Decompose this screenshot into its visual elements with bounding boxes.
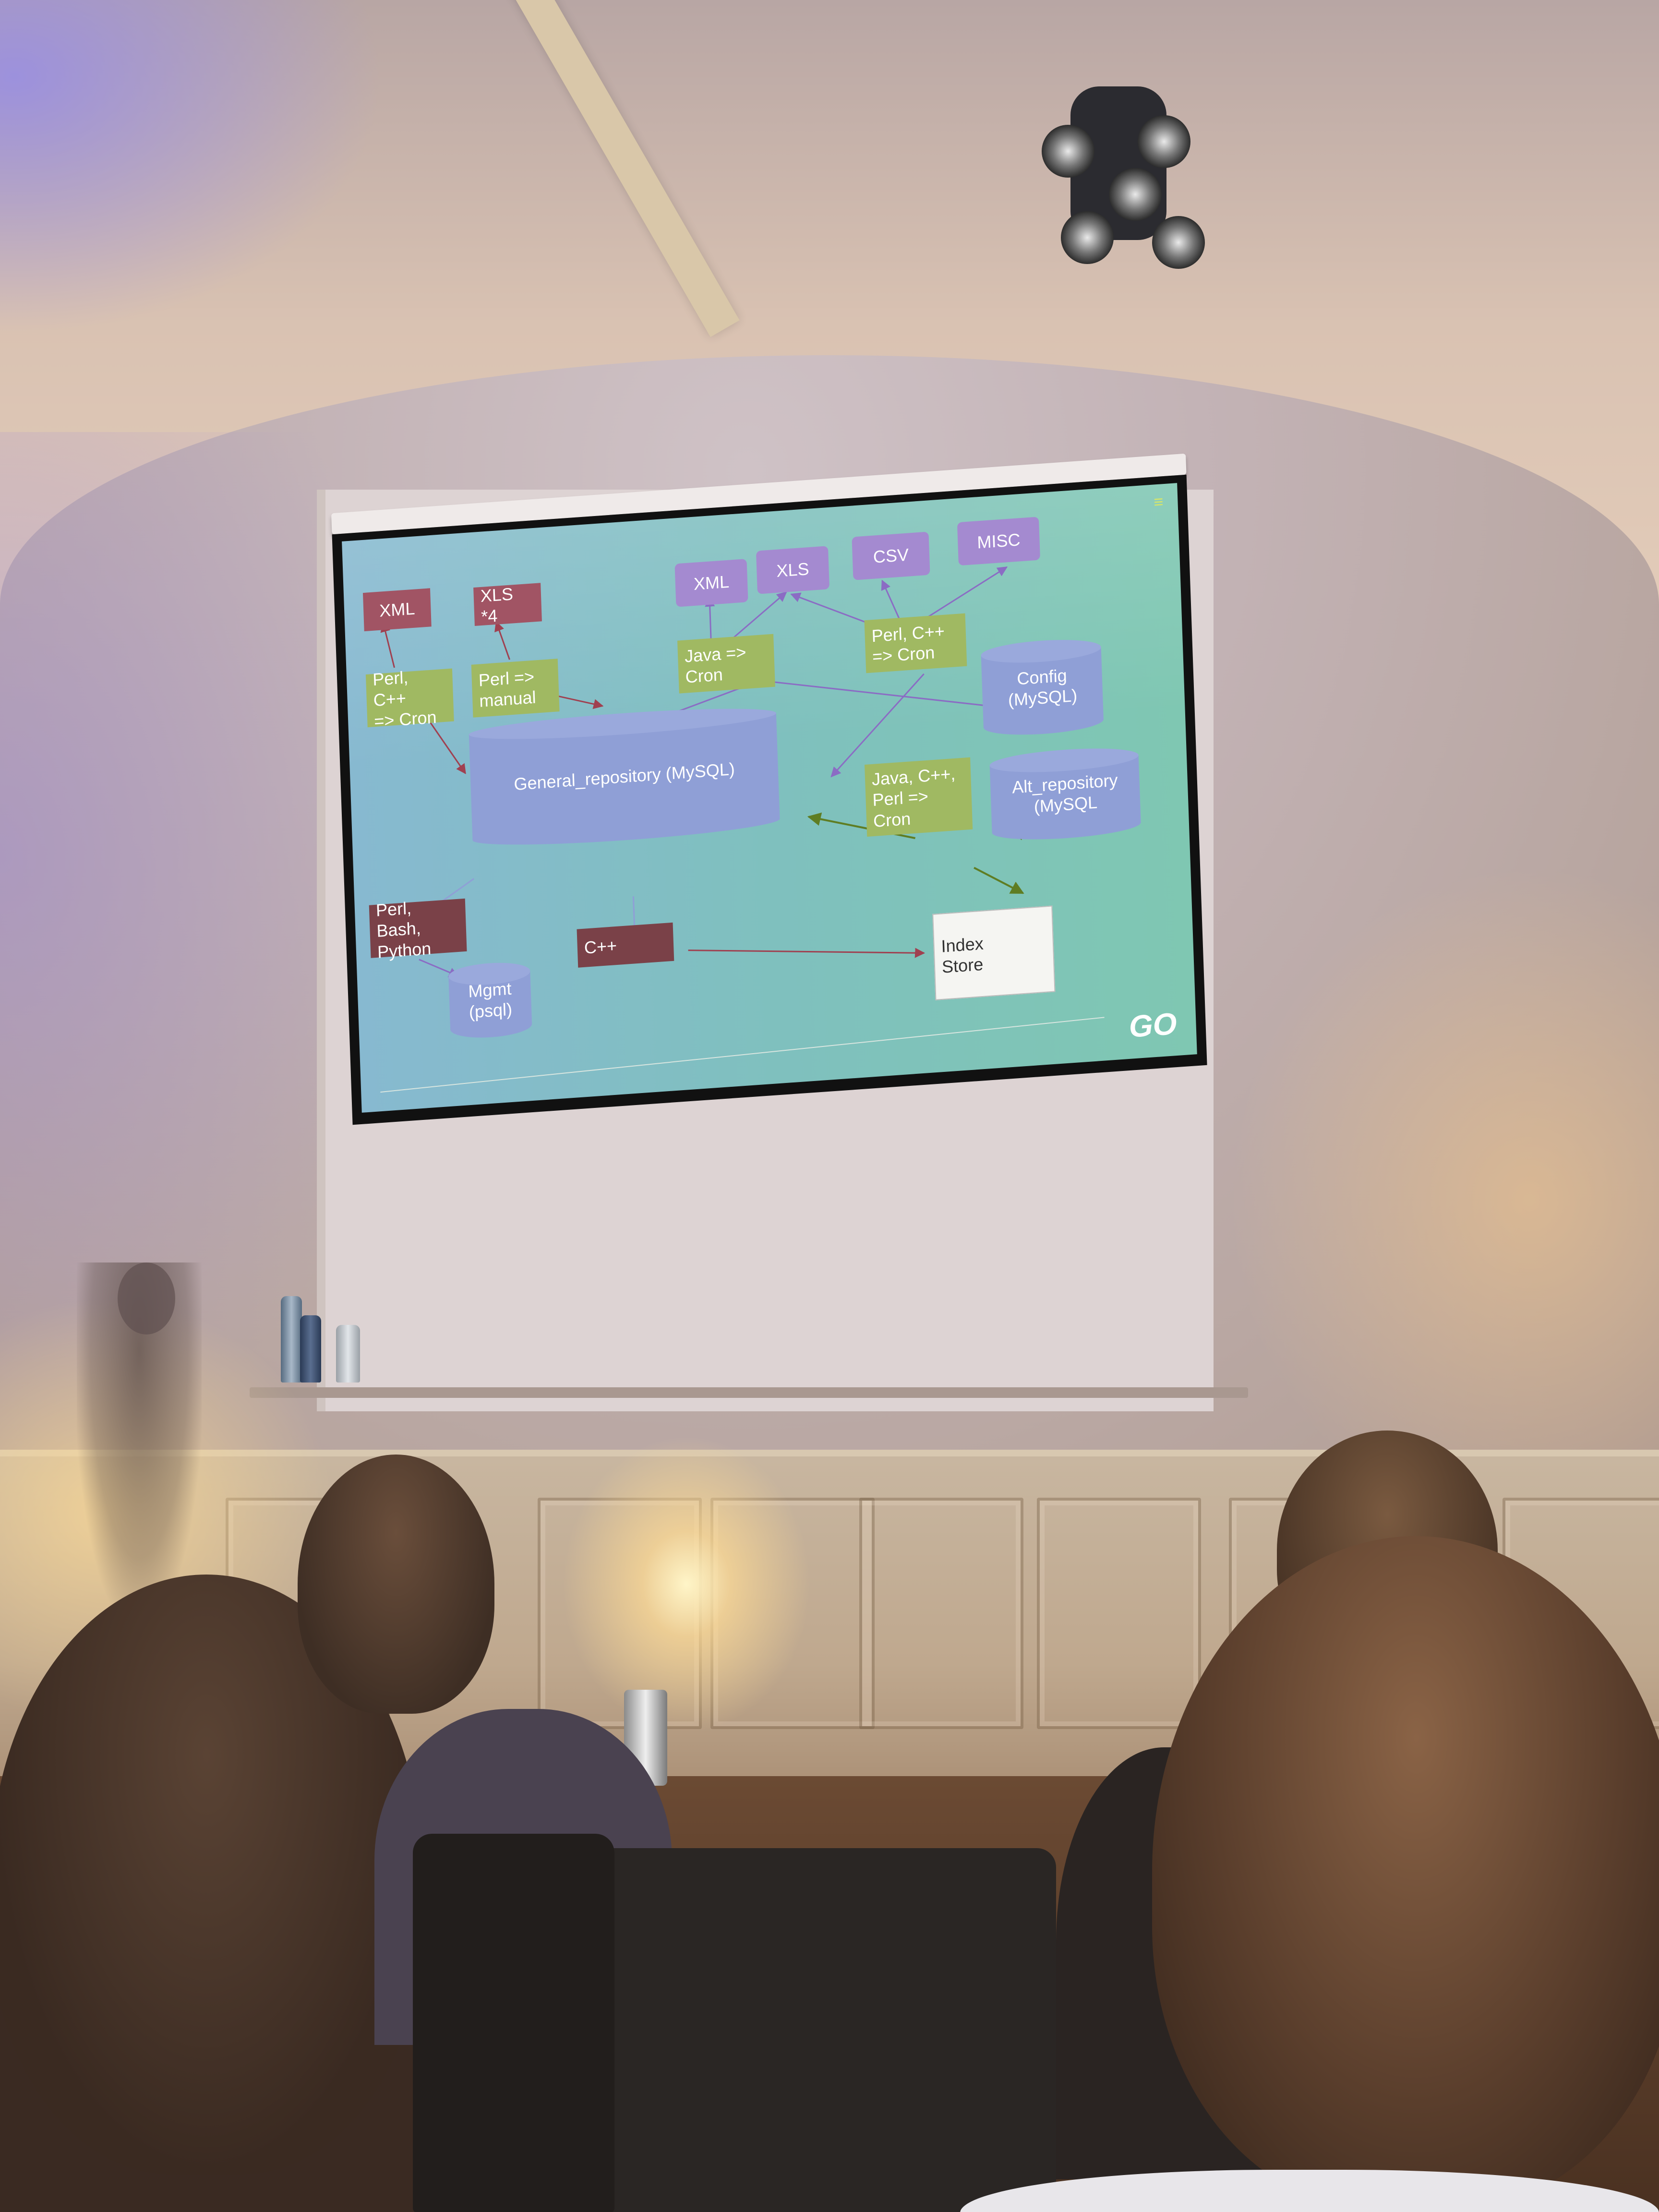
node-general-repository-label: General_repository (MySQL) [513,759,735,794]
node-xml-top: XML [674,559,748,607]
node-xls4: XLS *4 [473,583,542,626]
wall-right-glow [1227,864,1659,1536]
whiteboard-ledge [250,1387,1248,1398]
node-config-mysql-label: Config (MySQL) [1008,665,1078,710]
node-java-cron: Java => Cron [677,634,775,694]
node-config-mysql: Config (MySQL) [981,647,1104,728]
ceiling-purple-light [0,0,384,336]
spotlight-glow [562,1435,811,1733]
node-xls-top: XLS [756,546,830,594]
node-general-repository: General_repository (MySQL) [469,713,780,841]
node-perl-bash-python: Perl, Bash, Python [369,898,467,962]
node-perl-cpp-cron-right: Perl, C++ => Cron [864,613,967,673]
node-mgmt-psql: Mgmt (psql) [448,971,532,1030]
node-perl-cpp-cron-left: Perl, C++ => Cron [365,667,454,731]
node-cpp: C++ [577,922,674,968]
node-java-cpp-perl-cron: Java, C++, Perl => Cron [865,757,973,837]
chair [413,1834,614,2212]
slide: ≡ XML XLS *4 Perl, C++ => Cron Perl => m… [342,483,1197,1113]
audience-head-center [298,1455,494,1714]
projection-screen: ≡ XML XLS *4 Perl, C++ => Cron Perl => m… [326,453,1207,1128]
go-logo: GO [1128,1006,1178,1044]
node-index-store: Index Store [932,905,1056,1000]
menu-icon: ≡ [1153,493,1164,512]
node-alt-repository-label: Alt_repository (MySQL [1011,770,1118,817]
empty-chair [586,1848,1056,2212]
wall-panel [1037,1498,1201,1729]
wall-panel [859,1498,1023,1729]
node-misc-top: MISC [957,517,1040,566]
diagram-arrows [380,566,1105,1093]
node-mgmt-psql-label: Mgmt (psql) [468,978,513,1022]
node-alt-repository: Alt_repository (MySQL [989,755,1141,833]
node-xml-left: XML [362,588,432,632]
node-perl-manual: Perl => manual [471,659,560,718]
presenter-head [118,1262,175,1334]
node-csv-top: CSV [852,531,930,580]
projector-icon [1042,72,1214,298]
audience-head-right-front [1152,1536,1659,2208]
